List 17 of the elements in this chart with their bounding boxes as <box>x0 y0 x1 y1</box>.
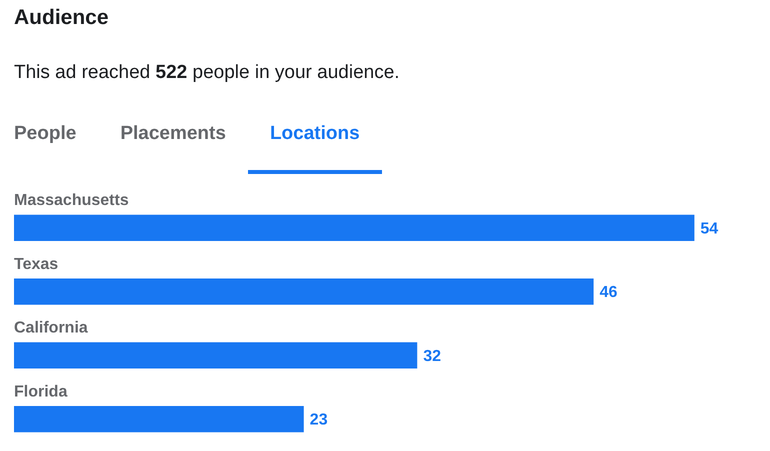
text: People <box>13 122 78 146</box>
chart-subtitle: This ad reached 522 people in your audience. <box>14 62 400 83</box>
chart-title: Audience <box>14 6 109 30</box>
data-label: 46 <box>600 284 618 302</box>
bar <box>14 278 594 305</box>
text: Placements <box>119 122 227 146</box>
bar <box>14 342 418 368</box>
text: Locations <box>248 120 382 174</box>
data-label: 54 <box>700 220 718 238</box>
bar <box>14 406 304 432</box>
y-tick-label: Florida <box>14 383 68 400</box>
bar <box>14 214 694 241</box>
y-tick-label: California <box>14 320 88 337</box>
data-label: 32 <box>423 348 442 365</box>
data-label: 23 <box>310 412 328 429</box>
y-tick-label: Massachusetts <box>14 192 129 210</box>
y-tick-label: Texas <box>14 256 58 273</box>
